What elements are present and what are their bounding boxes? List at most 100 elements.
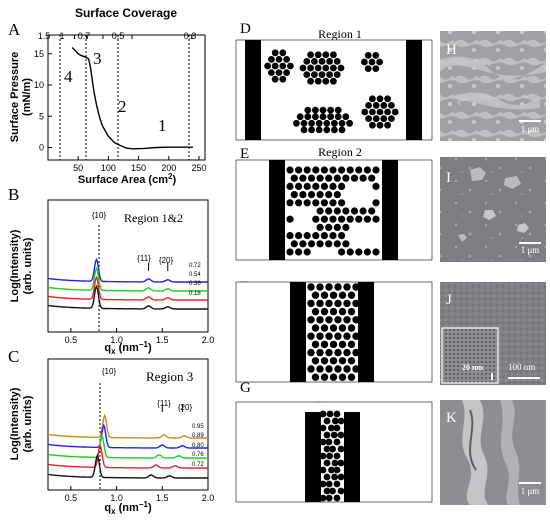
nanoparticle bbox=[303, 166, 311, 174]
nanoparticle bbox=[312, 166, 320, 174]
nanoparticle bbox=[330, 51, 337, 59]
nanoparticle bbox=[312, 113, 319, 121]
panel-h: H 1 μm bbox=[440, 31, 546, 141]
nanoparticle bbox=[319, 452, 327, 460]
nanoparticle bbox=[346, 166, 354, 174]
nanoparticle bbox=[376, 95, 384, 103]
nanoparticle bbox=[388, 115, 395, 122]
nanoparticle bbox=[326, 58, 333, 65]
panel-b-region-label: Region 1&2 bbox=[124, 211, 183, 225]
barrier bbox=[269, 160, 285, 260]
region-number: 4 bbox=[64, 67, 73, 86]
nanoparticle bbox=[372, 166, 380, 174]
particle-monolayer bbox=[307, 283, 360, 381]
nanoparticle bbox=[325, 480, 333, 488]
inset-image bbox=[441, 327, 499, 384]
nanoparticle bbox=[368, 207, 376, 215]
nanoparticle bbox=[352, 332, 360, 340]
nanoparticle bbox=[325, 494, 333, 502]
nanoparticle bbox=[329, 445, 336, 453]
trace-label: 0.72 bbox=[189, 263, 201, 269]
barrier bbox=[305, 412, 321, 502]
nanoparticle bbox=[307, 283, 315, 291]
nanoparticle bbox=[323, 473, 331, 481]
nanoparticle bbox=[347, 307, 356, 316]
nanoparticle bbox=[355, 215, 363, 223]
nanoparticle bbox=[325, 283, 333, 291]
trace-label: 0.80 bbox=[192, 443, 204, 449]
nanoparticle bbox=[295, 248, 303, 256]
nanoparticle bbox=[322, 77, 330, 85]
trace-0.72 bbox=[47, 257, 208, 283]
trace-0.36 bbox=[47, 275, 208, 301]
peak-label: {10} bbox=[92, 211, 107, 220]
nanoparticle bbox=[316, 207, 324, 215]
cluster-blob bbox=[458, 234, 467, 242]
nanoparticle bbox=[363, 215, 371, 223]
nanoparticle bbox=[333, 494, 341, 502]
nanoparticle bbox=[320, 357, 329, 365]
nanoparticle bbox=[329, 199, 337, 207]
nanoparticle bbox=[316, 223, 324, 231]
nanoparticle bbox=[334, 316, 342, 324]
nanoparticle bbox=[316, 365, 324, 373]
panel-b-ylabel-unit: (arb. units) bbox=[22, 237, 34, 294]
nanoparticle bbox=[316, 240, 324, 248]
nanoparticle bbox=[376, 108, 384, 116]
panel-e: E Region 2 bbox=[235, 145, 433, 261]
top-tick-label: 0.5 bbox=[112, 31, 125, 41]
peak-label: {20} bbox=[159, 256, 174, 265]
barrier bbox=[290, 282, 306, 382]
trace-0.76 bbox=[47, 443, 208, 469]
nanoparticle bbox=[372, 65, 380, 72]
nanoparticle bbox=[331, 119, 338, 127]
nanoparticle bbox=[352, 348, 360, 357]
trace-label: 0.95 bbox=[192, 424, 204, 430]
micrograph-image bbox=[440, 157, 546, 262]
inset-scale-label: 20 nm bbox=[462, 363, 483, 372]
panel-c-xlabel: qx (nm−1) bbox=[104, 500, 152, 516]
nanoparticle bbox=[312, 182, 320, 190]
nanoparticle bbox=[363, 248, 371, 256]
panel-g: G Region 4 bbox=[235, 380, 433, 503]
nanoparticle bbox=[333, 240, 341, 248]
nanoparticle bbox=[299, 240, 307, 248]
nanoparticle bbox=[334, 348, 342, 357]
ridge-shadow bbox=[469, 409, 477, 471]
nanoparticle bbox=[333, 71, 341, 78]
nanoparticle bbox=[333, 223, 341, 231]
nanoparticle bbox=[352, 299, 360, 308]
nanoparticle bbox=[314, 64, 322, 72]
nanoparticle bbox=[320, 307, 329, 316]
nanoparticle bbox=[364, 52, 372, 59]
panel-a-xlabel: Surface Area (cm2) bbox=[78, 172, 177, 186]
nanoparticle bbox=[311, 291, 320, 299]
nanoparticle bbox=[337, 459, 345, 467]
nanoparticle bbox=[303, 182, 311, 190]
nanoparticle bbox=[303, 232, 311, 240]
nanoparticle bbox=[342, 113, 350, 121]
nanoparticle bbox=[319, 106, 327, 114]
nanoparticle bbox=[338, 126, 346, 134]
nanoparticle bbox=[316, 299, 324, 308]
nanoparticle bbox=[342, 240, 350, 248]
nanoparticle bbox=[338, 357, 347, 365]
scale-label: 1 μm bbox=[521, 124, 540, 134]
nanoparticle bbox=[307, 365, 315, 373]
x-tick-label: 1.0 bbox=[110, 335, 123, 345]
nanoparticle bbox=[361, 108, 369, 116]
panel-b-ticks: 0.5 1.0 1.5 2.0 bbox=[65, 263, 214, 345]
nanoparticle bbox=[376, 121, 384, 129]
nanoparticle bbox=[286, 215, 294, 223]
panel-letter-k: K bbox=[446, 410, 457, 426]
nanoparticle bbox=[279, 62, 287, 70]
nanoparticle bbox=[384, 108, 391, 116]
nanoparticle bbox=[325, 174, 333, 182]
y-tick-label: 10 bbox=[34, 80, 44, 90]
nanoparticle bbox=[303, 58, 311, 65]
nanoparticle bbox=[364, 65, 372, 72]
panel-a-ticks: 50 100 150 200 250 0 5 10 15 bbox=[34, 35, 206, 173]
nanoparticle bbox=[331, 473, 338, 481]
peak-label: {20} bbox=[178, 403, 193, 412]
nanoparticle bbox=[391, 108, 399, 116]
